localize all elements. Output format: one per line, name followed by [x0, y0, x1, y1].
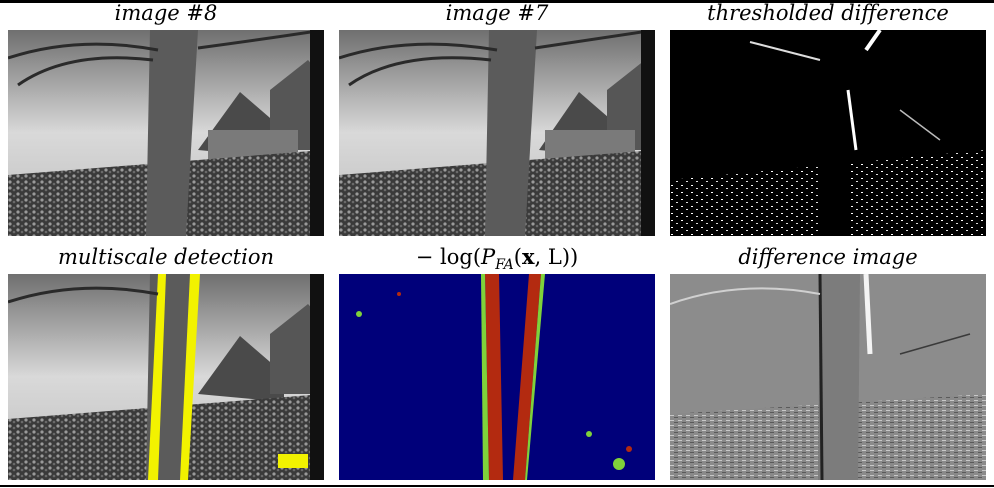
bottom-rule [0, 485, 994, 487]
caption-p: P [481, 245, 496, 269]
caption-args-open: ( [513, 245, 522, 269]
heatmap-pfa [339, 274, 655, 480]
caption-args-rest: , L)) [534, 245, 579, 269]
photo-image-7 [339, 30, 655, 236]
panel-caption: image #7 [445, 1, 549, 25]
panel-caption: thresholded difference [707, 1, 949, 25]
photo-multiscale-detection [8, 274, 324, 480]
photo-thresholded-difference [670, 30, 986, 236]
panel-caption: multiscale detection [57, 245, 274, 269]
photo-image-8 [8, 30, 324, 236]
caption-sub: FA [495, 257, 514, 274]
caption-prefix: − log( [415, 245, 482, 269]
top-rule [0, 0, 994, 3]
panel-caption: image #8 [114, 1, 218, 25]
panel-caption: − log(PFA(x, L)) [339, 244, 655, 274]
caption-x: x [522, 244, 535, 269]
photo-difference-image [670, 274, 986, 480]
panel-caption: difference image [738, 245, 918, 269]
